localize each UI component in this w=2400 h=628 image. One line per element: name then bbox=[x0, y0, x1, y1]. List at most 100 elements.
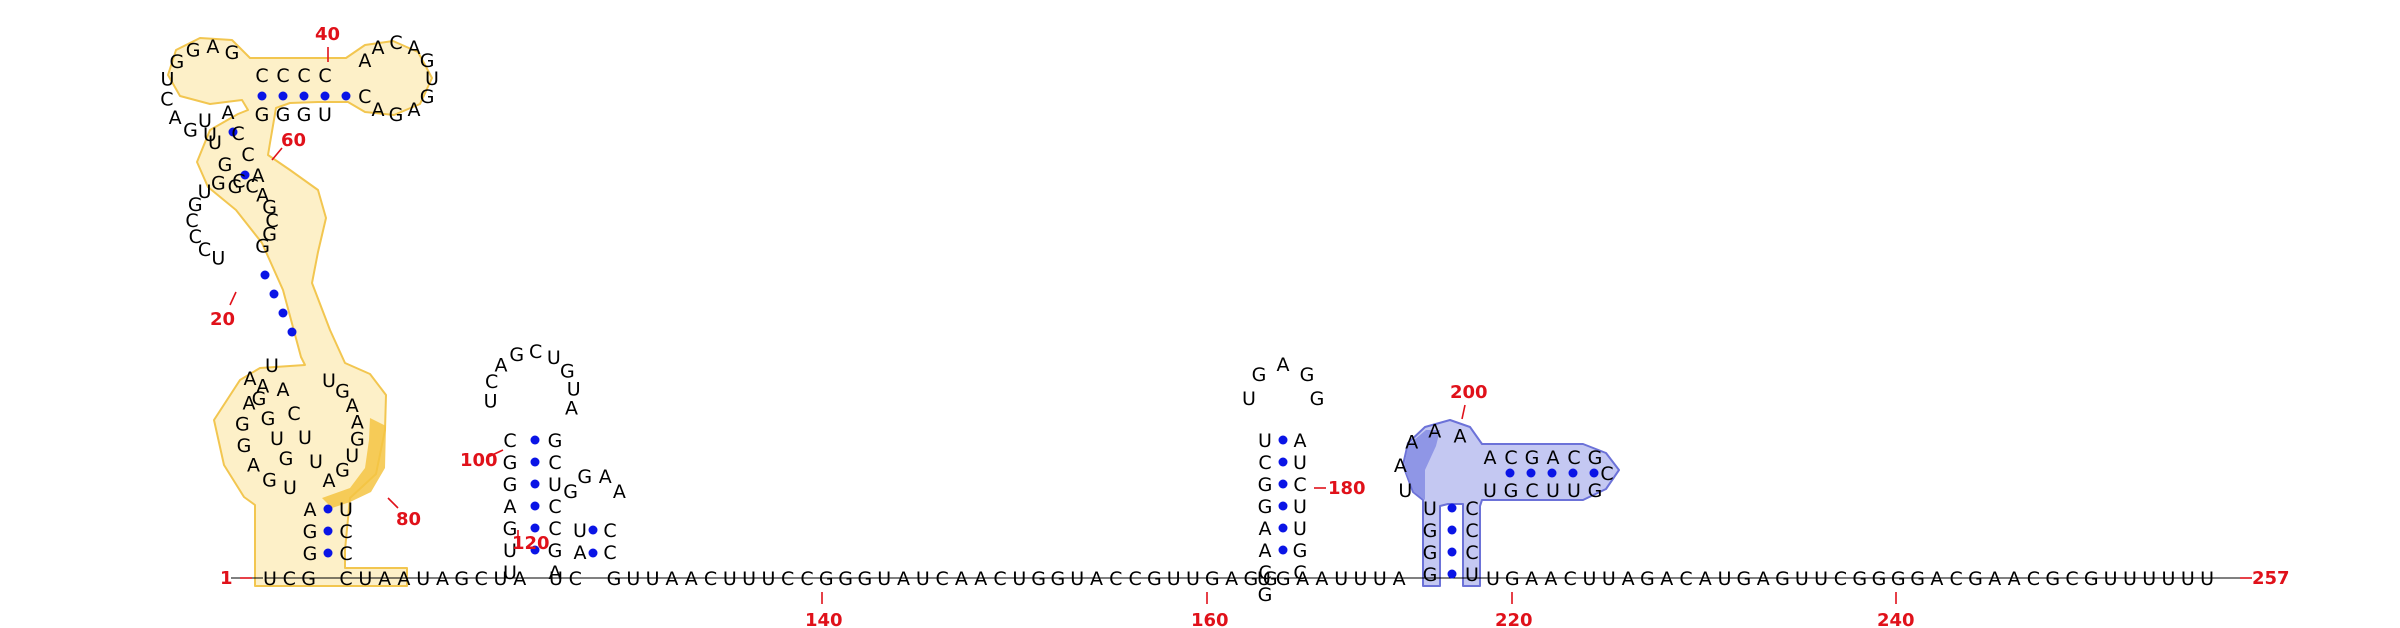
s4-nt: C bbox=[1128, 568, 1141, 590]
stemA_left-nt: A bbox=[304, 499, 317, 521]
loop170-nt: U bbox=[1242, 388, 1256, 410]
loopE-nt: G bbox=[186, 39, 201, 61]
s4-nt: A bbox=[974, 568, 987, 590]
s6-nt: A bbox=[1757, 568, 1770, 590]
s3-nt: C bbox=[569, 568, 582, 590]
s6-nt: U bbox=[1583, 568, 1597, 590]
loop100-nt: G bbox=[509, 344, 524, 366]
base-pair-dot bbox=[323, 526, 333, 536]
s3-nt: U bbox=[549, 568, 563, 590]
loop100-nt: C bbox=[529, 341, 542, 363]
s6-nt: G bbox=[2084, 568, 2099, 590]
stem170_left-nt: G bbox=[1258, 474, 1273, 496]
loopC_left-nt: G bbox=[188, 194, 203, 216]
loop40-nt: G bbox=[389, 104, 404, 126]
stemA_right-nt: C bbox=[339, 543, 352, 565]
base-pair-dot bbox=[1447, 547, 1457, 557]
s4-nt: G bbox=[1205, 568, 1220, 590]
number-label-180: 180 bbox=[1328, 478, 1366, 499]
stem170_right-nt: C bbox=[1293, 562, 1306, 584]
s2-nt: G bbox=[454, 568, 469, 590]
s1-nt: U bbox=[263, 568, 277, 590]
base-pair-dot bbox=[287, 327, 297, 337]
helixB_right-nt: U bbox=[309, 451, 323, 473]
base-pair-dot bbox=[1505, 468, 1515, 478]
s4-nt: A bbox=[955, 568, 968, 590]
helixB_left-nt: G bbox=[252, 388, 267, 410]
stem40_bot-nt: G bbox=[297, 104, 312, 126]
s5-nt: G bbox=[1276, 568, 1291, 590]
base-pair-dot bbox=[278, 91, 288, 101]
s6-nt: U bbox=[1486, 568, 1500, 590]
s2-nt: U bbox=[493, 568, 507, 590]
loopA_left-nt: U bbox=[283, 477, 297, 499]
s2-nt: U bbox=[416, 568, 430, 590]
h116_left-nt: A bbox=[574, 542, 587, 564]
number-label-257: 257 bbox=[2252, 568, 2290, 589]
s4-nt: C bbox=[704, 568, 717, 590]
stem170_left-nt: G bbox=[1258, 496, 1273, 518]
base-pair-dot bbox=[257, 91, 267, 101]
stem170_right-nt: U bbox=[1293, 452, 1307, 474]
base-pair-dots bbox=[228, 91, 1599, 579]
helix200_top-nt: C bbox=[1504, 447, 1517, 469]
s6-nt: C bbox=[1679, 568, 1692, 590]
loop100-nt: G bbox=[560, 360, 575, 382]
base-pair-dot bbox=[1278, 479, 1288, 489]
helixB_right-nt: A bbox=[277, 379, 290, 401]
loop40-nt: G bbox=[420, 50, 435, 72]
s6-nt: G bbox=[1872, 568, 1887, 590]
loopA_right-nt: A bbox=[351, 411, 364, 433]
loop170-nt: A bbox=[1277, 354, 1290, 376]
stem40_bot-nt: G bbox=[255, 104, 270, 126]
s5-nt: U bbox=[1354, 568, 1368, 590]
stem170_right-nt: A bbox=[1294, 430, 1307, 452]
stem100_right-nt: U bbox=[548, 474, 562, 496]
loop40-nt: C bbox=[358, 86, 371, 108]
loop40-nt: G bbox=[420, 86, 435, 108]
s6-nt: U bbox=[1602, 568, 1616, 590]
s6-nt: A bbox=[1660, 568, 1673, 590]
loop210-nt: A bbox=[1394, 455, 1407, 477]
stem210_right-nt: C bbox=[1465, 542, 1478, 564]
loopE-nt: U bbox=[203, 124, 217, 146]
s2-nt: C bbox=[474, 568, 487, 590]
base-pair-dot bbox=[260, 270, 270, 280]
number-label-60: 60 bbox=[281, 130, 306, 151]
helix200_bot-nt: G bbox=[1504, 480, 1519, 502]
loopC_left-nt: U bbox=[198, 181, 212, 203]
stem170_right-nt: G bbox=[1293, 540, 1308, 562]
loopE-nt: C bbox=[160, 89, 173, 111]
s6-nt: G bbox=[1505, 568, 1520, 590]
s6-nt: U bbox=[2200, 568, 2214, 590]
stemA_right-nt: C bbox=[339, 521, 352, 543]
loopE-nt: U bbox=[161, 69, 175, 91]
helix200_bot-nt: C bbox=[1525, 480, 1538, 502]
stem100_left-nt: G bbox=[503, 452, 518, 474]
loopE-nt: G bbox=[170, 51, 185, 73]
helixB_left-nt: A bbox=[244, 368, 257, 390]
helixB_right-nt: U bbox=[298, 427, 312, 449]
s6-nt: A bbox=[1988, 568, 2001, 590]
s4-nt: G bbox=[838, 568, 853, 590]
base-pair-dot bbox=[1447, 503, 1457, 513]
loop40-nt: A bbox=[408, 99, 421, 121]
s5-nt: U bbox=[1257, 568, 1271, 590]
s6-nt: C bbox=[1950, 568, 1963, 590]
number-tick-100 bbox=[487, 449, 504, 458]
s6-nt: G bbox=[1852, 568, 1867, 590]
helixB_left-nt: U bbox=[270, 428, 284, 450]
loopA_left-nt: A bbox=[256, 376, 269, 398]
stem170_right-nt: C bbox=[1293, 474, 1306, 496]
number-tick-20 bbox=[229, 291, 237, 306]
stem40_top-nt: C bbox=[297, 65, 310, 87]
s6-nt: C bbox=[1834, 568, 1847, 590]
s4-nt: A bbox=[897, 568, 910, 590]
helix200_bot-nt: G bbox=[1588, 480, 1603, 502]
s5-nt: U bbox=[1373, 568, 1387, 590]
s2-nt: C bbox=[339, 568, 352, 590]
s6-nt: U bbox=[2162, 568, 2176, 590]
position-numbers: 1 20 40 60 80 100 120 140 160 180 200 22… bbox=[210, 24, 2290, 628]
number-tick-60 bbox=[271, 147, 283, 161]
